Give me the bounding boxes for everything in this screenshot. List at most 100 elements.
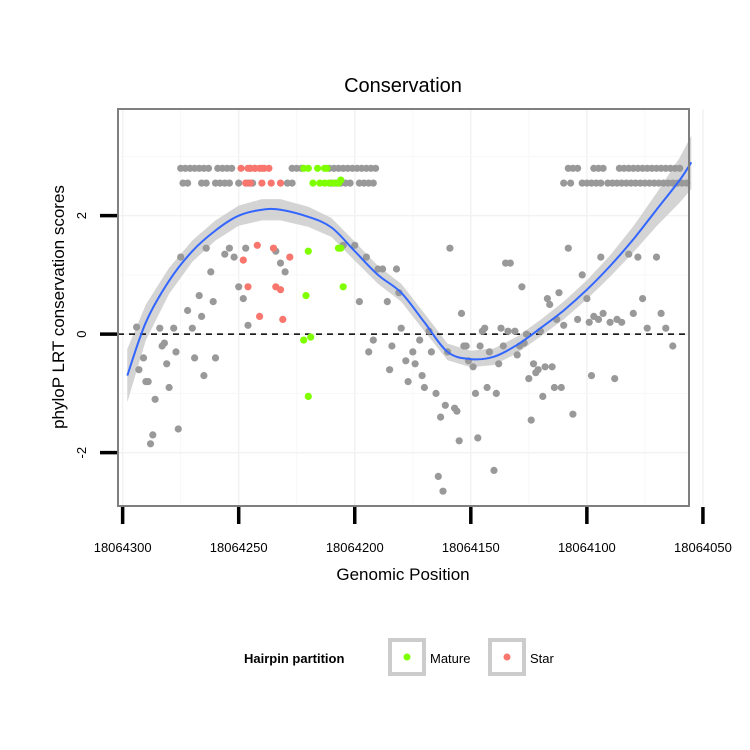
point-star (258, 179, 266, 187)
point-other (597, 253, 605, 261)
point-other (606, 318, 614, 326)
point-other (629, 309, 637, 317)
point-other (560, 179, 568, 187)
point-mature (307, 333, 315, 341)
point-other (184, 306, 192, 315)
point-other (578, 271, 586, 279)
point-other (499, 342, 507, 350)
point-other (446, 244, 454, 252)
point-other (495, 360, 503, 368)
point-other (611, 375, 619, 383)
point-other (195, 292, 203, 300)
point-other (504, 327, 512, 335)
point-other (625, 250, 633, 258)
point-star (244, 283, 252, 291)
point-other (585, 318, 593, 326)
point-other (483, 383, 491, 392)
point-other (151, 395, 159, 403)
point-other (525, 375, 533, 383)
point-other (427, 348, 435, 356)
point-other (669, 342, 677, 350)
point-other (583, 295, 591, 303)
point-other (550, 383, 559, 392)
point-other (618, 318, 626, 326)
point-mature (337, 244, 345, 252)
point-other (662, 324, 670, 332)
point-other (149, 431, 157, 439)
point-other (518, 283, 526, 291)
point-other (416, 336, 424, 344)
point-other (146, 440, 155, 448)
point-other (560, 321, 568, 329)
point-other (567, 179, 575, 187)
legend-entry-mature: Mature (388, 638, 470, 676)
point-other (599, 164, 607, 172)
point-other (202, 179, 210, 187)
point-other (599, 309, 607, 317)
point-other (420, 383, 428, 392)
y-axis-title: phyloP LRT conservation scores (49, 185, 68, 429)
plot-panel-border (117, 108, 690, 507)
point-mature (304, 247, 312, 255)
smooth-line (126, 161, 693, 376)
point-other (372, 164, 380, 172)
point-star (239, 256, 247, 264)
point-star (256, 312, 264, 320)
point-other (202, 244, 210, 252)
point-other (230, 253, 238, 261)
point-other (211, 354, 220, 362)
point-star (237, 164, 245, 172)
point-other (188, 324, 196, 332)
point-other (574, 315, 582, 323)
point-other (441, 401, 449, 409)
point-mature (302, 292, 310, 300)
point-other (383, 298, 391, 306)
point-other (506, 259, 514, 267)
point-other (439, 487, 447, 495)
legend-key-star (488, 638, 526, 676)
point-other (492, 389, 500, 397)
point-other (434, 472, 442, 480)
point-other (133, 323, 141, 331)
point-mature (314, 164, 322, 172)
point-other (158, 342, 166, 350)
point-other (204, 164, 213, 172)
smooth-line-layer (126, 161, 693, 376)
point-mature (304, 392, 312, 400)
point-other (557, 383, 565, 392)
point-other (476, 342, 484, 350)
point-other (539, 392, 547, 400)
point-star (246, 179, 254, 187)
point-other (369, 336, 377, 344)
point-other (235, 283, 243, 291)
point-other (455, 437, 463, 445)
x-tick-label: 18064150 (442, 540, 500, 555)
point-other (569, 410, 577, 418)
legend-label-star: Star (530, 651, 555, 666)
point-star (276, 286, 285, 294)
x-axis-title: Genomic Position (336, 565, 469, 584)
legend-swatch-star (503, 653, 511, 661)
point-other (235, 179, 243, 187)
x-tick-label: 18064300 (94, 540, 152, 555)
y-tick-label: 2 (74, 212, 89, 219)
point-star (267, 179, 275, 187)
point-other (244, 321, 252, 329)
smooth-ribbon-layer (127, 135, 692, 403)
point-mature (309, 179, 317, 187)
point-other (369, 179, 377, 187)
point-star (269, 244, 278, 252)
plot-grid (118, 109, 704, 506)
point-other (555, 289, 563, 297)
point-other (543, 295, 552, 303)
y-axis: -2 0 2 (74, 212, 117, 458)
point-other (652, 253, 661, 261)
x-tick-label: 18064200 (326, 540, 384, 555)
point-other (548, 363, 556, 371)
point-star (253, 241, 261, 249)
point-other (379, 265, 387, 273)
point-other (221, 250, 229, 258)
point-other (657, 309, 665, 317)
point-other (453, 407, 461, 415)
